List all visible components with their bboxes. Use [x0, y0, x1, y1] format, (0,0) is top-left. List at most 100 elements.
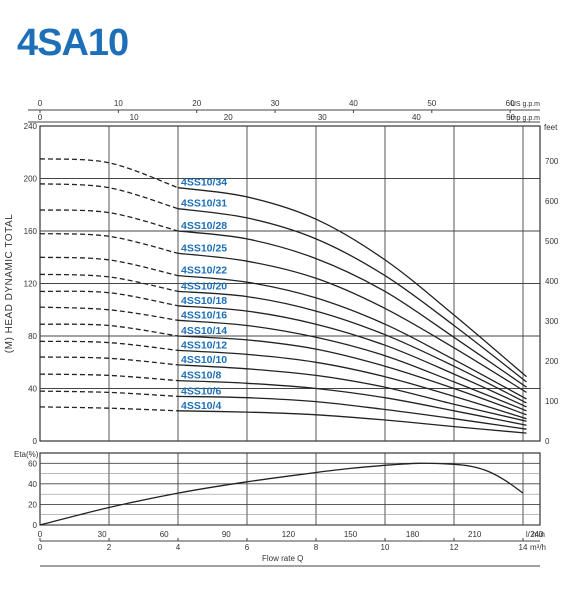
m3h-tick-label: 4 — [176, 543, 181, 552]
us-gpm-tick-label: 10 — [114, 99, 123, 108]
curve-label: 4SS10/14 — [181, 325, 227, 337]
curve-label: 4SS10/34 — [181, 177, 227, 189]
pump-curve-4SS10-18: 4SS10/18 — [39, 290, 527, 408]
head-tick-label: 120 — [24, 280, 38, 289]
us-gpm-unit: US g.p.m — [511, 101, 540, 108]
head-curve-solid — [177, 349, 527, 420]
m3h-tick-label: 0 — [38, 543, 43, 552]
pump-curve-4SS10-20: 4SS10/20 — [39, 273, 527, 404]
imp-gpm-tick-label: 50 — [506, 113, 515, 122]
lmin-tick-label: 150 — [344, 530, 358, 539]
head-curve-dashed — [39, 390, 179, 398]
efficiency-plot-frame — [39, 452, 541, 526]
imp-gpm-tick-label: 0 — [38, 113, 43, 122]
eff-tick-label: 20 — [28, 500, 37, 509]
pump-curve-4SS10-4: 4SS10/4 — [39, 400, 527, 434]
head-curve-solid — [177, 410, 527, 434]
head-curve-dashed — [39, 232, 179, 254]
lmin-tick-label: 0 — [38, 530, 43, 539]
pump-curve-4SS10-31: 4SS10/31 — [39, 183, 527, 383]
head-curve-dashed — [39, 256, 179, 277]
head-tick-label: 0 — [33, 437, 38, 446]
head-curve-solid — [177, 319, 527, 412]
pump-curve-4SS10-28: 4SS10/28 — [39, 209, 527, 388]
lmin-unit: l/ min — [526, 530, 545, 539]
head-tick-label: 40 — [28, 385, 37, 394]
head-curve-solid — [177, 395, 527, 430]
head-curve-dashed — [39, 183, 179, 210]
m3h-tick-label: 8 — [314, 543, 319, 552]
head-curve-solid — [177, 335, 527, 416]
curve-label: 4SS10/18 — [181, 295, 227, 307]
m3h-tick-label: 10 — [381, 543, 390, 552]
head-curve-dashed — [39, 323, 179, 337]
feet-unit-label: feet — [544, 123, 558, 132]
head-curve-solid — [177, 290, 527, 404]
feet-tick-label: 0 — [545, 437, 550, 446]
feet-tick-label: 600 — [545, 197, 559, 206]
eff-tick-label: 60 — [28, 459, 37, 468]
feet-tick-label: 100 — [545, 397, 559, 406]
flow-rate-label: Flow rate Q — [262, 554, 303, 563]
feet-tick-label: 500 — [545, 237, 559, 246]
page-title: 4SA10 — [17, 22, 129, 64]
lmin-tick-label: 210 — [468, 530, 482, 539]
head-tick-label: 80 — [28, 332, 37, 341]
us-gpm-tick-label: 50 — [427, 99, 436, 108]
head-curve-solid — [177, 230, 527, 388]
m3h-tick-label: 2 — [107, 543, 112, 552]
head-curve-dashed — [39, 406, 179, 412]
curve-label: 4SS10/10 — [181, 354, 227, 366]
curve-label: 4SS10/16 — [181, 309, 227, 321]
m3h-tick-label: 14 — [519, 543, 528, 552]
head-curve-solid — [177, 208, 527, 383]
curve-label: 4SS10/31 — [181, 198, 227, 210]
lmin-tick-label: 120 — [282, 530, 296, 539]
feet-tick-label: 200 — [545, 357, 559, 366]
pump-curve-4SS10-34: 4SS10/34 — [39, 158, 527, 378]
head-curve-dashed — [39, 356, 179, 366]
pump-curve-4SS10-12: 4SS10/12 — [39, 339, 527, 420]
eff-axis-title: Eta(%) — [14, 450, 39, 459]
head-tick-label: 160 — [24, 227, 38, 236]
curve-label: 4SS10/6 — [181, 385, 221, 397]
head-axis-title: (M) HEAD DYNAMIC TOTAL — [4, 214, 15, 353]
imp-gpm-tick-label: 40 — [412, 113, 421, 122]
us-gpm-tick-label: 0 — [38, 99, 43, 108]
imp-gpm-unit: Imp g.p.m — [509, 115, 540, 122]
pump-curve-4SS10-25: 4SS10/25 — [39, 232, 527, 393]
curve-label: 4SS10/20 — [181, 280, 227, 292]
m3h-tick-label: 12 — [450, 543, 459, 552]
lmin-tick-label: 30 — [98, 530, 107, 539]
curve-label: 4SS10/8 — [181, 370, 221, 382]
eff-tick-label: 0 — [33, 521, 38, 530]
series-layer: 4SS10/34 4SS10/31 4SS10/28 4SS10/25 4SS10/22… — [39, 158, 527, 526]
head-curve-dashed — [39, 306, 179, 321]
efficiency-curve — [39, 462, 524, 526]
pump-curve-4SS10-10: 4SS10/10 — [39, 354, 527, 422]
head-curve-solid — [177, 364, 527, 422]
pump-curve-4SS10-22: 4SS10/22 — [39, 256, 527, 400]
feet-tick-label: 700 — [545, 157, 559, 166]
us-gpm-tick-label: 60 — [506, 99, 515, 108]
imp-gpm-tick-label: 20 — [224, 113, 233, 122]
curve-label: 4SS10/25 — [181, 242, 227, 254]
head-curve-solid — [177, 274, 527, 400]
m3h-unit: m³/h — [530, 543, 546, 552]
head-tick-label: 200 — [24, 175, 38, 184]
imp-gpm-tick-label: 30 — [318, 113, 327, 122]
head-curve-solid — [177, 252, 527, 393]
axis-labels: 040801201602002400100200300400500600700f… — [4, 99, 559, 563]
pump-curve-4SS10-14: 4SS10/14 — [39, 323, 527, 416]
curve-label: 4SS10/22 — [181, 265, 227, 277]
lmin-tick-label: 180 — [406, 530, 420, 539]
pump-curve-4SS10-16: 4SS10/16 — [39, 306, 527, 412]
eff-tick-label: 40 — [28, 480, 37, 489]
feet-tick-label: 400 — [545, 277, 559, 286]
head-curve-solid — [177, 187, 527, 378]
head-tick-label: 240 — [24, 122, 38, 131]
head-curve-solid — [177, 379, 527, 426]
lmin-tick-label: 240 — [530, 530, 544, 539]
head-curve-dashed — [39, 273, 179, 293]
